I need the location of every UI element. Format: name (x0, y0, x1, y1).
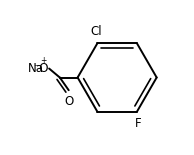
Text: ⁻O: ⁻O (33, 62, 48, 75)
Text: Cl: Cl (90, 25, 102, 38)
Text: F: F (134, 117, 141, 130)
Text: +: + (40, 56, 47, 65)
Text: Na: Na (28, 62, 44, 75)
Text: O: O (64, 95, 73, 108)
